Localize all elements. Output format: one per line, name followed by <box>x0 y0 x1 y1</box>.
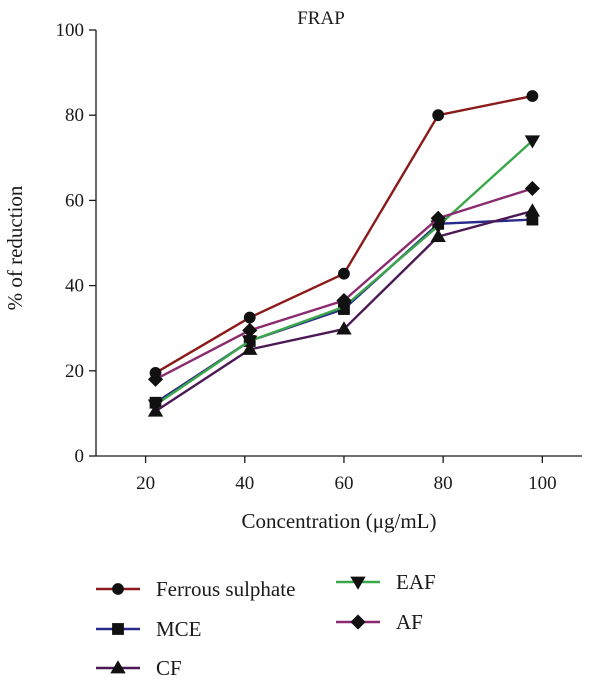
data-point-ferrous-sulphate <box>243 311 256 324</box>
series-af <box>147 180 540 387</box>
legend-label: EAF <box>396 570 436 594</box>
data-point-af <box>336 292 352 309</box>
x-axis-label: Concentration (μg/mL) <box>242 509 437 533</box>
y-tick-label: 40 <box>65 276 84 297</box>
y-tick-label: 80 <box>65 105 84 126</box>
legend-item-ferrous-sulphate: Ferrous sulphate <box>96 577 295 601</box>
y-tick-label: 100 <box>56 20 85 41</box>
chart-title: FRAP <box>297 8 345 29</box>
data-point-af <box>147 371 164 387</box>
data-point-ferrous-sulphate <box>432 109 445 122</box>
legend-label: AF <box>396 610 423 634</box>
data-point-ferrous-sulphate <box>338 267 350 280</box>
x-tick-label: 100 <box>528 473 557 494</box>
legend-item-eaf: EAF <box>336 570 436 594</box>
data-point-af <box>430 210 446 226</box>
x-tick-label: 40 <box>235 473 254 494</box>
legend-marker-mce <box>112 623 124 635</box>
series-line-af <box>154 187 533 381</box>
legend-marker-ferrous-sulphate <box>112 583 124 595</box>
y-axis-label: % of reduction <box>3 185 27 310</box>
data-point-cf <box>430 228 446 243</box>
y-tick-label: 60 <box>65 190 84 211</box>
legend: Ferrous sulphate MCE CF EAF AF <box>96 570 436 680</box>
series-layer <box>147 90 541 417</box>
data-point-af <box>524 180 540 197</box>
data-point-cf <box>336 321 352 335</box>
axis-ticks: 0 20 40 60 80 100 20 40 60 80 100 <box>56 20 557 494</box>
y-tick-label: 0 <box>75 446 85 467</box>
data-point-eaf <box>524 135 541 149</box>
legend-item-af: AF <box>336 610 423 634</box>
x-tick-label: 60 <box>334 473 353 494</box>
legend-item-cf: CF <box>96 656 182 680</box>
x-tick-label: 80 <box>434 473 453 494</box>
legend-marker-af <box>350 614 366 630</box>
legend-marker-eaf <box>350 576 366 590</box>
legend-marker-cf <box>110 660 126 674</box>
legend-item-mce: MCE <box>96 617 202 641</box>
x-tick-label: 20 <box>136 473 155 494</box>
y-tick-label: 20 <box>65 361 84 382</box>
legend-label: CF <box>156 656 182 680</box>
legend-label: Ferrous sulphate <box>156 577 295 601</box>
data-point-ferrous-sulphate <box>526 90 539 102</box>
legend-label: MCE <box>156 617 202 641</box>
series-ferrous-sulphate <box>149 90 539 379</box>
data-point-cf <box>524 203 541 217</box>
data-point-eaf <box>147 399 164 413</box>
data-point-af <box>242 322 258 338</box>
